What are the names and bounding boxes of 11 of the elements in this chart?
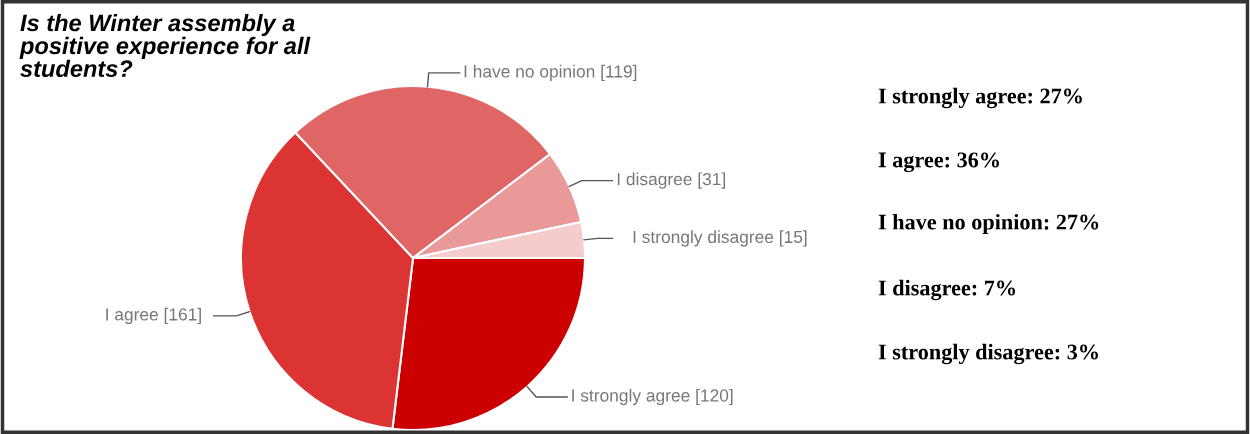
- slice-label: I have no opinion [119]: [464, 64, 637, 81]
- slice-label: I agree [161]: [106, 307, 201, 324]
- slice-label: I strongly agree [120]: [572, 388, 733, 406]
- text: I disagree: 7%: [878, 279, 1016, 301]
- text: I agree: 36%: [878, 152, 999, 173]
- slice-label: I strongly disagree [15]: [633, 230, 807, 247]
- text: I have no opinion: 27%: [878, 213, 1099, 235]
- text: I strongly disagree: 3%: [878, 343, 1098, 365]
- chart-title: Is the Winter assembly a positive experience for all students?: [19, 14, 311, 78]
- text: I strongly agree: 27%: [878, 87, 1082, 109]
- slice-label: I disagree [31]: [617, 172, 726, 189]
